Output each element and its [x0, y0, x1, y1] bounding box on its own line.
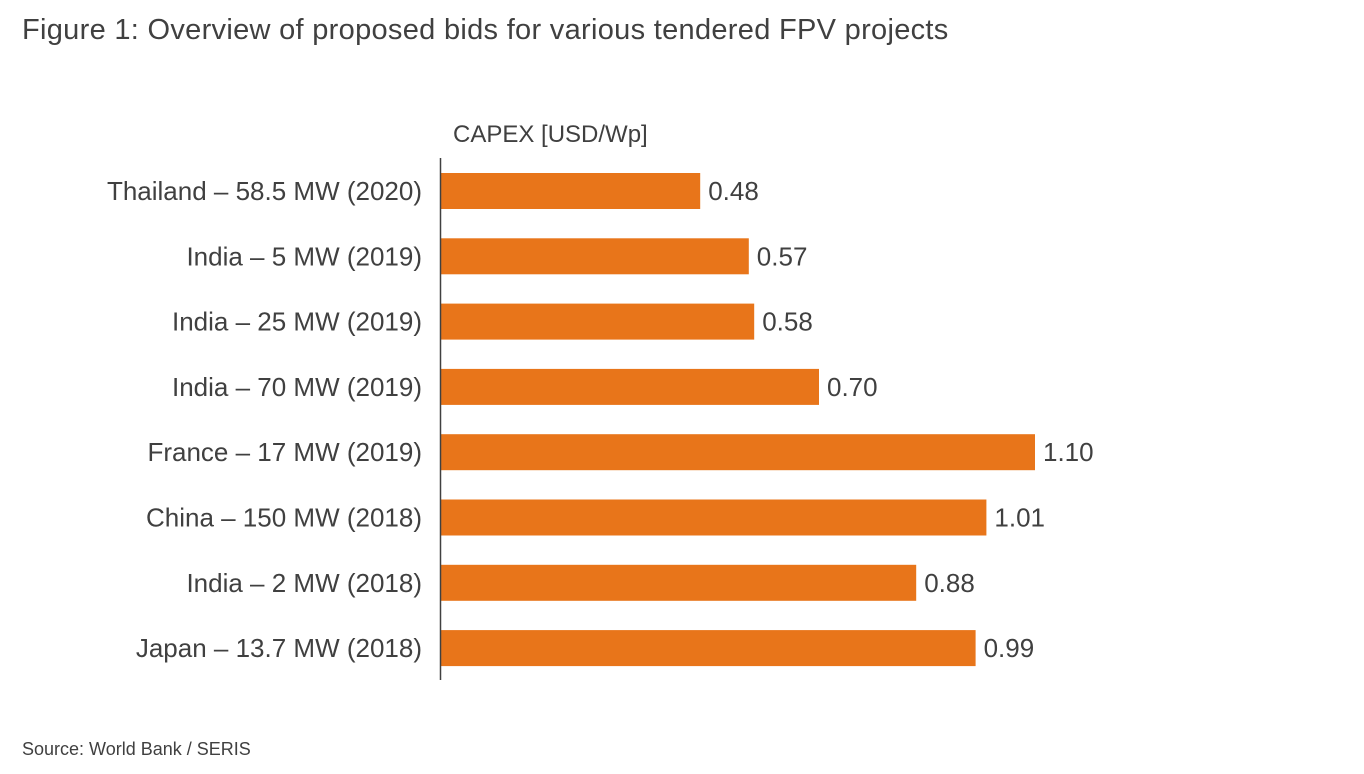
- value-label: 0.70: [827, 372, 878, 402]
- category-label: India – 25 MW (2019): [172, 307, 422, 337]
- x-axis-label: CAPEX [USD/Wp]: [453, 121, 648, 148]
- value-label: 0.88: [924, 568, 975, 598]
- value-label: 1.01: [994, 503, 1045, 533]
- value-label: 0.57: [757, 241, 808, 271]
- bar: [441, 303, 755, 340]
- bar: [441, 630, 976, 667]
- value-label: 0.48: [708, 176, 759, 206]
- category-label: Thailand – 58.5 MW (2020): [107, 176, 422, 206]
- bar: [441, 564, 917, 601]
- bar: [441, 434, 1035, 471]
- category-label: India – 2 MW (2018): [186, 568, 422, 598]
- category-label: India – 70 MW (2019): [172, 372, 422, 402]
- category-label: Japan – 13.7 MW (2018): [136, 633, 422, 663]
- source-note: Source: World Bank / SERIS: [22, 739, 251, 759]
- category-label: India – 5 MW (2019): [186, 241, 422, 271]
- value-label: 1.10: [1043, 437, 1094, 467]
- figure-title: Figure 1: Overview of proposed bids for …: [22, 14, 949, 46]
- bar: [441, 499, 987, 536]
- category-label: China – 150 MW (2018): [146, 503, 422, 533]
- bar: [441, 368, 819, 405]
- bar: [441, 238, 749, 275]
- category-label: France – 17 MW (2019): [147, 437, 422, 467]
- value-label: 0.99: [984, 633, 1035, 663]
- bar: [441, 173, 701, 209]
- value-label: 0.58: [762, 307, 813, 337]
